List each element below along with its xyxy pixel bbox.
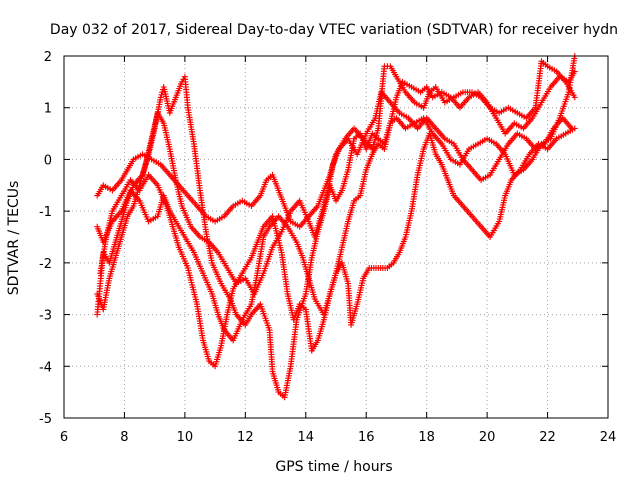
data-point [568,125,575,132]
x-tick-label: 18 [418,430,435,445]
y-axis-label: SDTVAR / TECUs [6,181,22,296]
axis-ticks [63,55,609,419]
x-tick-label: 24 [600,430,617,445]
x-tick-label: 16 [358,430,375,445]
series-3 [94,125,578,344]
y-tick-label: -4 [39,360,52,375]
data-point [571,68,578,75]
data-point [157,94,164,101]
x-tick-label: 22 [539,430,556,445]
x-tick-label: 8 [120,430,128,445]
series-2 [94,53,578,401]
chart-title: Day 032 of 2017, Sidereal Day-to-day VTE… [50,22,618,38]
series-5 [94,89,575,313]
grid-lines [64,56,608,418]
y-tick-label: -2 [39,257,52,272]
y-tick-label: -3 [39,309,52,324]
data-layer [94,53,578,401]
x-tick-label: 10 [177,430,194,445]
y-tick-label: -5 [39,412,52,427]
y-tick-label: 2 [44,50,52,65]
plot-frame [63,55,609,419]
x-tick-label: 12 [237,430,254,445]
x-tick-label: 14 [298,430,315,445]
x-tick-label: 6 [60,430,68,445]
y-tick-label: 0 [44,153,52,168]
x-tick-label: 20 [479,430,496,445]
x-axis-label: GPS time / hours [275,459,392,475]
series-trace [99,71,576,368]
series-4 [97,68,578,370]
y-tick-label: -1 [39,205,52,220]
y-tick-label: 1 [44,102,52,117]
data-point [571,94,578,101]
data-point [158,91,165,98]
